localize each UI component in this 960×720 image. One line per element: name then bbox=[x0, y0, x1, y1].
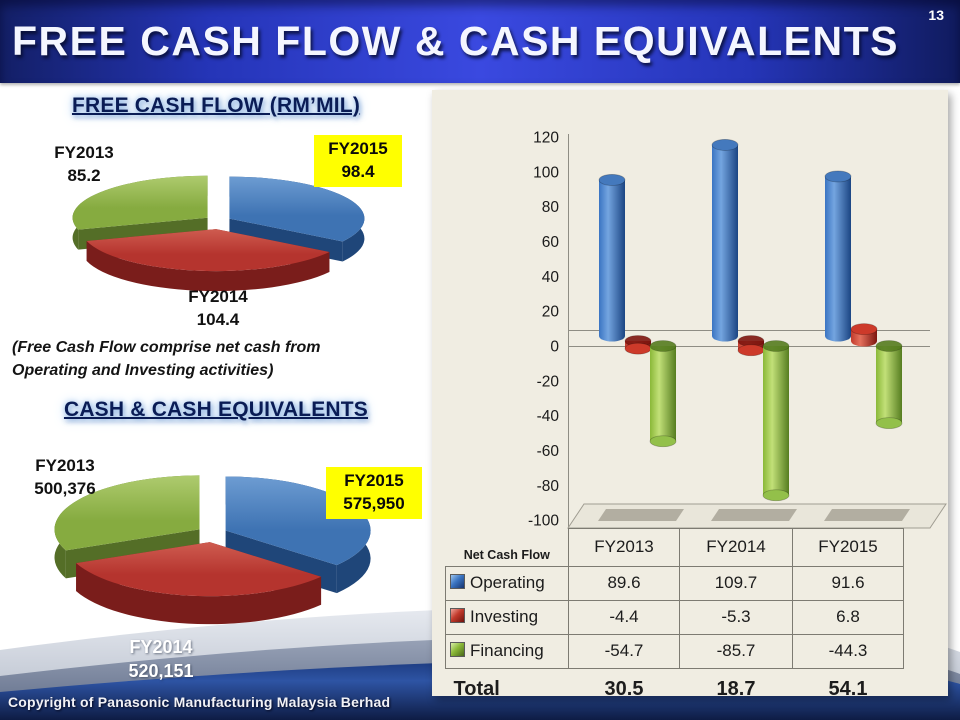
operating-label: Operating bbox=[470, 573, 545, 592]
investing-fy2015-value: 6.8 bbox=[792, 599, 904, 635]
pie2-label-fy2014: FY2014 520,151 bbox=[128, 637, 194, 682]
y-axis-tick--40: -40 bbox=[537, 408, 560, 425]
total-fy2015-value: 54.1 bbox=[828, 678, 868, 700]
table-header-fy2015: FY2015 bbox=[792, 528, 904, 567]
table-header-fy2013: FY2013 bbox=[568, 528, 680, 567]
y-axis-tick-40: 40 bbox=[542, 269, 560, 286]
total-label: Total bbox=[453, 678, 500, 700]
operating-legend-icon bbox=[450, 574, 465, 589]
bar-investing-fy2013 bbox=[624, 335, 652, 355]
pie1-label-fy2014: FY2014 104.4 bbox=[188, 287, 248, 329]
bar-financing-fy2013 bbox=[649, 340, 677, 448]
financing-fy2014-value: -85.7 bbox=[679, 633, 793, 669]
financing-fy2015-value: -44.3 bbox=[792, 633, 904, 669]
financing-legend-icon bbox=[450, 642, 465, 657]
investing-label: Investing bbox=[470, 607, 539, 626]
y-axis-tick-100: 100 bbox=[533, 164, 559, 181]
pie1-highlight-badge-fy2015: FY2015 98.4 bbox=[314, 135, 402, 187]
page-number: 13 bbox=[928, 7, 944, 23]
y-axis-tick--80: -80 bbox=[537, 478, 560, 495]
pie2-highlight-badge-fy2015: FY2015 575,950 bbox=[326, 467, 422, 519]
title-bar: FREE CASH FLOW & CASH EQUIVALENTS bbox=[0, 0, 960, 83]
bar-operating-fy2013 bbox=[598, 174, 626, 342]
y-axis-tick-0: 0 bbox=[550, 339, 559, 356]
bar-operating-fy2014 bbox=[711, 139, 739, 342]
table-row-financing: Financing -54.7 -85.7 -44.3 bbox=[445, 633, 904, 669]
total-fy2014-value: 18.7 bbox=[716, 678, 756, 700]
y-axis-tick-120: 120 bbox=[533, 129, 559, 146]
pie-slice-fy2014 bbox=[86, 229, 330, 292]
financing-fy2013-value: -54.7 bbox=[568, 633, 680, 669]
operating-fy2015-value: 91.6 bbox=[792, 565, 904, 601]
pie1-label-fy2013: FY2013 85.2 bbox=[54, 143, 114, 185]
y-axis-tick--20: -20 bbox=[537, 373, 560, 390]
pie-slice-fy2014 bbox=[76, 542, 322, 625]
operating-fy2014-value: 109.7 bbox=[679, 565, 793, 601]
bar-investing-fy2014 bbox=[737, 335, 765, 357]
table-row-total: Total 30.5 18.7 54.1 bbox=[446, 668, 904, 705]
net-cash-flow-bar-chart: 120 100 80 60 40 20 0 -20 -40 -60 -80 -100 bbox=[528, 129, 947, 530]
operating-fy2013-value: 89.6 bbox=[568, 565, 680, 601]
bar-investing-fy2015 bbox=[850, 323, 878, 347]
pie2-label-fy2013: FY2013 500,376 bbox=[34, 456, 96, 498]
net-cash-flow-panel: 120 100 80 60 40 20 0 -20 -40 -60 -80 -100 Net Cash… bbox=[432, 90, 948, 700]
y-axis-tick-20: 20 bbox=[542, 304, 560, 321]
y-axis-tick-60: 60 bbox=[542, 234, 560, 251]
cash-equivalents-heading: CASH & CASH EQUIVALENTS bbox=[63, 398, 369, 421]
investing-fy2013-value: -4.4 bbox=[568, 599, 680, 635]
bar-financing-fy2014 bbox=[762, 340, 790, 502]
net-cash-flow-table: Net Cash Flow FY2013 FY2014 FY2015 Opera… bbox=[445, 528, 904, 705]
y-axis-tick--100: -100 bbox=[528, 513, 559, 530]
investing-fy2014-value: -5.3 bbox=[679, 599, 793, 635]
total-fy2013-value: 30.5 bbox=[604, 678, 644, 700]
table-header-row: Net Cash Flow FY2013 FY2014 FY2015 bbox=[446, 528, 904, 567]
bar-financing-fy2015 bbox=[875, 340, 903, 430]
slide-title: FREE CASH FLOW & CASH EQUIVALENTS bbox=[12, 18, 899, 64]
free-cash-flow-pie-chart bbox=[72, 175, 365, 292]
table-row-operating: Operating 89.6 109.7 91.6 bbox=[445, 565, 904, 601]
y-axis-tick-80: 80 bbox=[542, 199, 560, 216]
table-corner-label: Net Cash Flow bbox=[463, 547, 550, 562]
investing-legend-icon bbox=[450, 608, 465, 623]
financing-label: Financing bbox=[470, 641, 544, 660]
y-axis-tick--60: -60 bbox=[537, 443, 560, 460]
bar-operating-fy2015 bbox=[824, 170, 852, 342]
free-cash-flow-note: (Free Cash Flow comprise net cash from O… bbox=[12, 339, 321, 379]
copyright-footer: Copyright of Panasonic Manufacturing Mal… bbox=[8, 694, 391, 710]
table-header-fy2014: FY2014 bbox=[679, 528, 793, 567]
free-cash-flow-heading: FREE CASH FLOW (RM’MIL) bbox=[71, 94, 361, 117]
table-row-investing: Investing -4.4 -5.3 6.8 bbox=[445, 599, 904, 635]
